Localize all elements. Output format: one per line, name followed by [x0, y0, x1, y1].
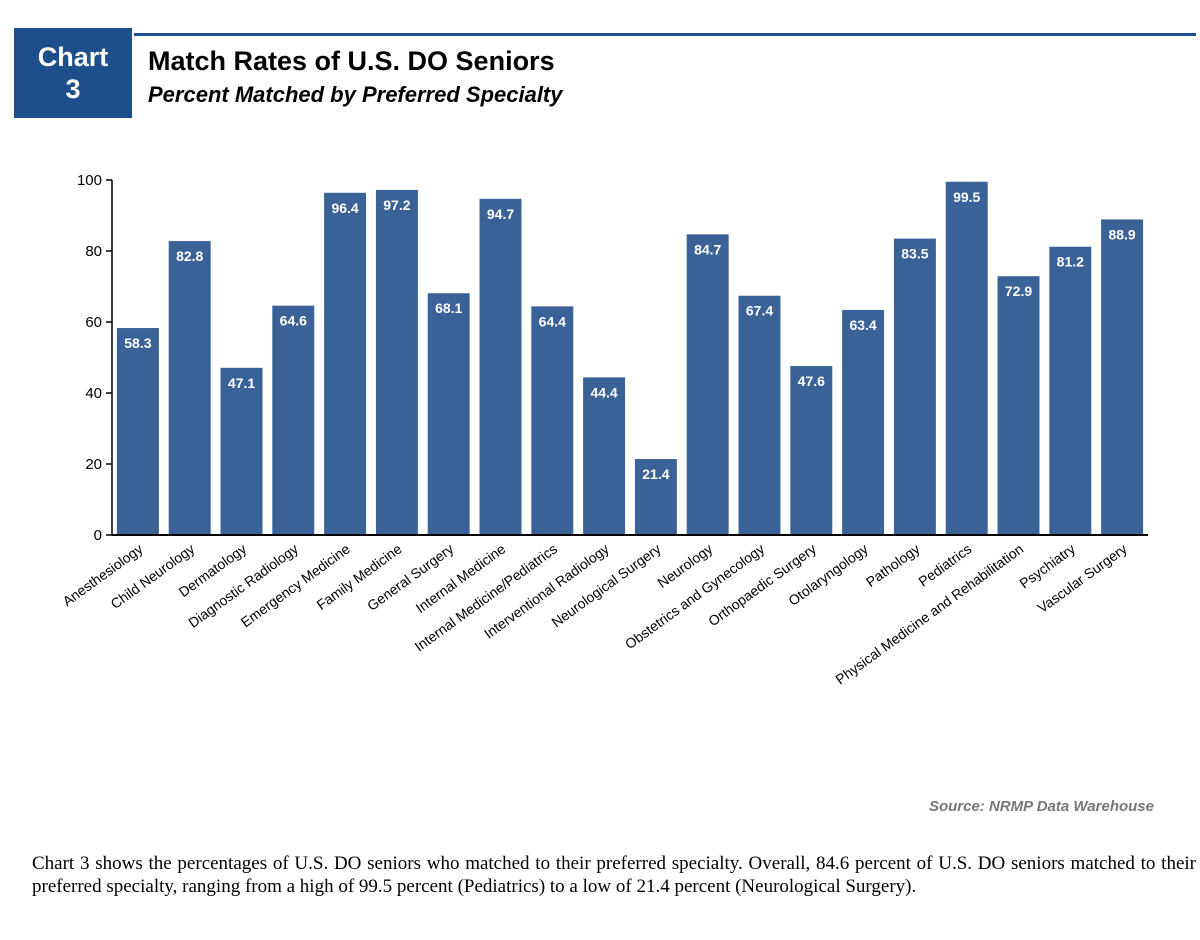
- bar: [1101, 219, 1144, 535]
- bar: [686, 234, 729, 535]
- bar: [738, 295, 781, 535]
- bar-value-label: 96.4: [331, 200, 358, 216]
- bar: [583, 377, 626, 535]
- x-category-label: General Surgery: [364, 540, 457, 613]
- bar-value-label: 82.8: [176, 248, 203, 264]
- bar: [375, 189, 418, 535]
- chart-subtitle: Percent Matched by Preferred Specialty: [148, 82, 563, 107]
- y-tick-label: 40: [85, 385, 102, 402]
- bar: [116, 328, 159, 535]
- caption-text: Chart 3 shows the percentages of U.S. DO…: [32, 853, 1196, 897]
- bar-value-label: 44.4: [590, 384, 617, 400]
- bar-value-label: 67.4: [746, 303, 773, 319]
- x-category-label: Physical Medicine and Rehabilitation: [832, 540, 1026, 687]
- y-tick-label: 80: [85, 243, 102, 260]
- bar: [531, 306, 574, 535]
- bar-value-label: 68.1: [435, 300, 462, 316]
- bar-value-label: 97.2: [383, 197, 410, 213]
- bar-value-label: 84.7: [694, 241, 721, 257]
- bar-value-label: 99.5: [953, 189, 980, 205]
- bar: [634, 459, 677, 535]
- badge-number: 3: [65, 74, 81, 104]
- bar-value-label: 47.1: [228, 375, 255, 391]
- bar: [324, 192, 367, 535]
- y-tick-label: 60: [85, 314, 102, 331]
- bar: [272, 305, 315, 535]
- bar-value-label: 88.9: [1108, 226, 1135, 242]
- bar: [997, 276, 1040, 535]
- badge-word: Chart: [37, 42, 109, 72]
- bar-value-label: 21.4: [642, 466, 669, 482]
- bar-value-label: 47.6: [798, 373, 825, 389]
- bar: [427, 293, 470, 535]
- y-tick-label: 0: [94, 527, 102, 544]
- x-category-label: Pathology: [863, 540, 923, 590]
- bar-value-label: 58.3: [124, 335, 151, 351]
- x-category-label: Vascular Surgery: [1034, 540, 1129, 615]
- bar-chart: 02040608010058.3Anesthesiology82.8Child …: [59, 172, 1148, 687]
- bar: [168, 241, 211, 535]
- bar-value-label: 94.7: [487, 206, 514, 222]
- bar: [842, 309, 885, 535]
- bar-value-label: 83.5: [901, 246, 928, 262]
- chart-title: Match Rates of U.S. DO Seniors: [148, 46, 555, 76]
- bar-value-label: 63.4: [849, 317, 876, 333]
- y-tick-label: 100: [77, 172, 102, 189]
- chart-number-badge: Chart 3: [14, 28, 132, 118]
- bar-value-label: 72.9: [1005, 283, 1032, 299]
- source-note: Source: NRMP Data Warehouse: [928, 798, 1154, 815]
- title-rule: [134, 33, 1196, 36]
- bar-value-label: 81.2: [1057, 254, 1084, 270]
- y-tick-label: 20: [85, 456, 102, 473]
- bar: [220, 367, 263, 535]
- bar-value-label: 64.4: [539, 313, 566, 329]
- bar: [1049, 246, 1092, 536]
- bar-value-label: 64.6: [280, 313, 307, 329]
- bar: [790, 366, 833, 535]
- bar: [893, 238, 936, 535]
- bar: [945, 181, 988, 535]
- x-category-label: Internal Medicine: [413, 540, 509, 616]
- bar: [479, 198, 522, 535]
